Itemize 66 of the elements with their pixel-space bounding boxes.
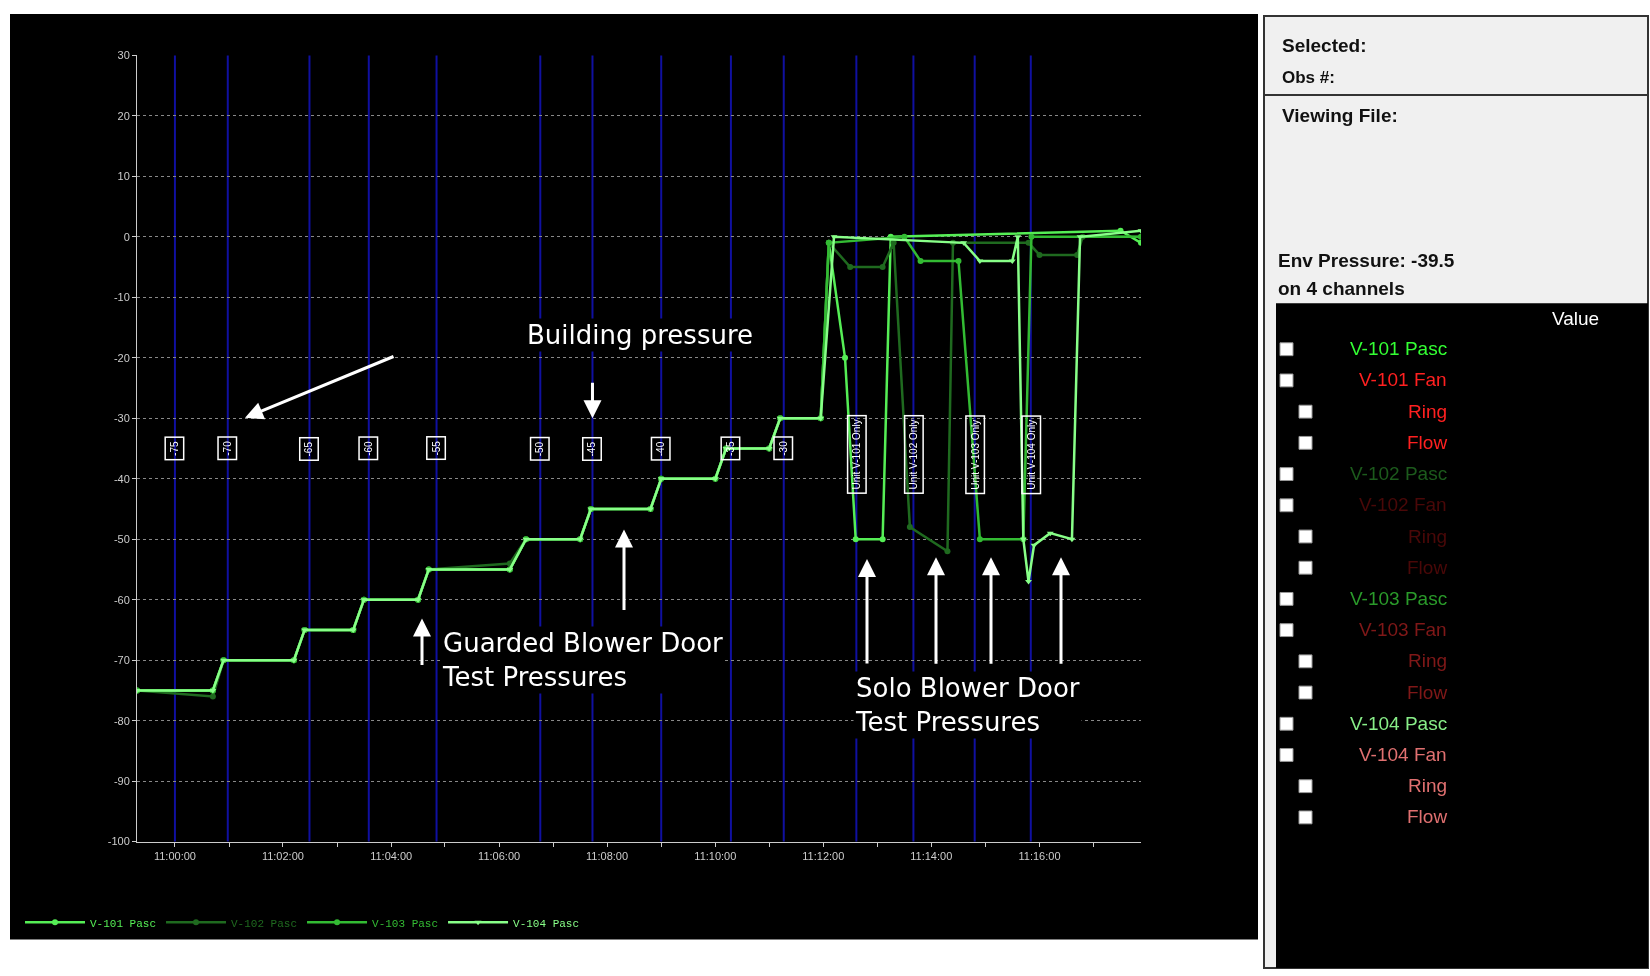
annotation: Guarded Blower Door Test Pressures: [442, 628, 724, 692]
text: V-103 Pasc: [372, 917, 439, 930]
annotation: Building pressure: [527, 320, 754, 350]
text: Flow: [1407, 806, 1448, 827]
annotation: -30: [777, 440, 789, 456]
annotation: -40: [655, 441, 667, 457]
text: Viewing File:: [1282, 105, 1398, 126]
y-tick-label: -80: [113, 714, 130, 727]
ref-line-label: Unit V-102 Only: [908, 419, 920, 490]
annotation: -65: [303, 441, 315, 457]
text: Value: [1552, 308, 1600, 329]
y-tick-label: -40: [113, 472, 130, 485]
text: V-104 Pasc: [1350, 713, 1448, 734]
text: Flow: [1407, 432, 1448, 453]
text: V-102 Fan: [1359, 494, 1447, 515]
x-tick-label: 11:04:00: [370, 849, 413, 862]
text: V-104 Fan: [1359, 744, 1447, 765]
text: Env Pressure: -39.5: [1278, 250, 1455, 271]
y-tick-label: 30: [117, 49, 130, 62]
y-tick-label: 10: [117, 170, 130, 183]
x-tick-label: 11:14:00: [910, 849, 953, 862]
text: Selected:: [1282, 35, 1367, 56]
y-tick-label: 20: [117, 109, 130, 122]
text: Flow: [1407, 557, 1448, 578]
annotation: -50: [534, 441, 546, 457]
y-tick-label: -70: [113, 654, 130, 667]
y-tick-label: -90: [113, 774, 130, 787]
annotation: -45: [586, 441, 598, 457]
text: Ring: [1408, 401, 1448, 422]
ref-line-label: Unit V-101 Only: [851, 419, 863, 490]
x-tick-label: 11:16:00: [1018, 849, 1061, 862]
text: Flow: [1407, 682, 1448, 703]
text: Ring: [1408, 650, 1448, 671]
text: Ring: [1408, 526, 1448, 547]
ref-line-label: Unit V-103 Only: [969, 419, 981, 490]
y-tick-label: 0: [123, 230, 130, 243]
text: Obs #:: [1282, 68, 1335, 87]
ref-line-label: Unit V-104 Only: [1025, 419, 1037, 490]
text: V-101 Pasc: [1350, 338, 1448, 359]
x-tick-label: 11:08:00: [586, 849, 629, 862]
text: V-104 Pasc: [513, 917, 580, 930]
annotation: -60: [362, 440, 374, 456]
annotation: -35: [724, 441, 736, 456]
x-tick-label: 11:10:00: [694, 849, 737, 862]
text: V-102 Pasc: [1350, 463, 1448, 484]
text: V-101 Pasc: [90, 917, 157, 930]
text: Ring: [1408, 775, 1448, 796]
y-tick-label: -10: [113, 291, 130, 304]
y-tick-label: -60: [113, 593, 130, 606]
text: V-102 Pasc: [231, 917, 298, 930]
annotation: -70: [221, 440, 233, 456]
y-tick-label: -100: [107, 835, 130, 848]
x-tick-label: 11:06:00: [478, 849, 521, 862]
annotation: -55: [430, 440, 442, 456]
annotation: Solo Blower Door Test Pressures: [855, 673, 1080, 737]
text: on 4 channels: [1278, 278, 1405, 299]
x-tick-label: 11:12:00: [802, 849, 845, 862]
x-tick-label: 11:00:00: [153, 849, 196, 862]
x-tick-label: 11:02:00: [261, 849, 304, 862]
y-tick-label: -50: [113, 533, 130, 546]
y-tick-label: -30: [113, 412, 130, 425]
text: V-101 Fan: [1359, 369, 1447, 390]
annotation: -75: [168, 441, 180, 456]
text: V-103 Fan: [1359, 619, 1447, 640]
text: V-103 Pasc: [1350, 588, 1448, 609]
y-tick-label: -20: [113, 351, 130, 364]
